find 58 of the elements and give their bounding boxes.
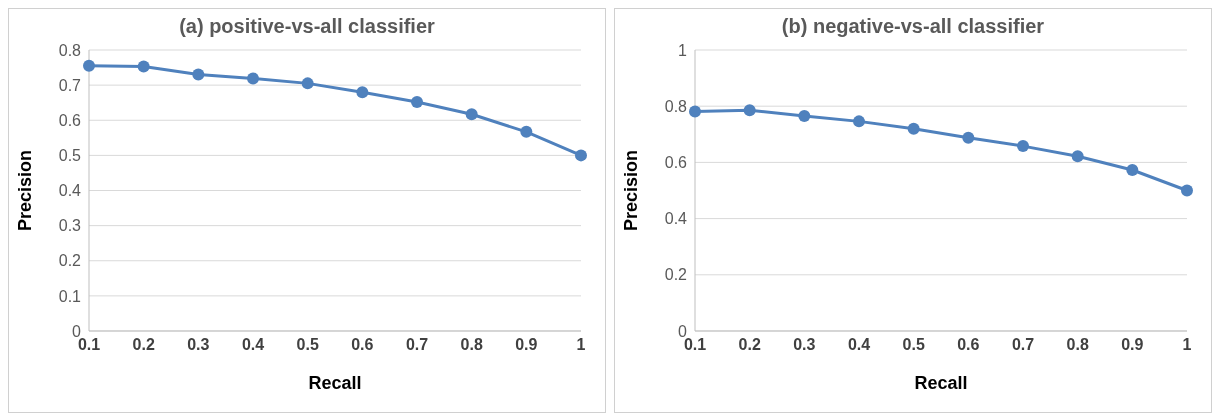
point — [962, 131, 975, 144]
point — [853, 115, 865, 128]
point — [192, 68, 205, 81]
x-tick-label: 0.7 — [1011, 336, 1035, 354]
x-tick-label: 0.2 — [738, 336, 761, 354]
y-axis-title: Precision — [621, 149, 642, 232]
y-tick-label: 0.2 — [664, 266, 688, 284]
point — [137, 60, 150, 73]
point — [301, 77, 314, 90]
chart-title: (b) negative-vs-all classifier — [780, 15, 1046, 38]
y-tick-label: 0.6 — [664, 154, 688, 172]
x-tick-label: 0.1 — [77, 336, 101, 354]
point — [247, 72, 259, 85]
point — [356, 86, 369, 99]
x-tick-label: 0.8 — [460, 336, 483, 354]
point — [520, 125, 533, 138]
point — [83, 59, 95, 72]
x-tick-label: 0.6 — [957, 336, 980, 354]
point — [1126, 163, 1139, 176]
point — [411, 95, 423, 108]
x-tick-label: 1 — [576, 336, 586, 354]
y-tick-label: 0.6 — [58, 111, 82, 129]
y-tick-label: 0.1 — [58, 287, 82, 305]
y-tick-label: 0.4 — [58, 182, 82, 200]
y-tick-label: 0.8 — [58, 41, 82, 59]
x-tick-label: 0.6 — [351, 336, 374, 354]
y-tick-label: 0.8 — [664, 97, 688, 115]
y-tick-label: 0.3 — [58, 217, 82, 235]
x-tick-label: 0.7 — [405, 336, 429, 354]
point — [907, 122, 920, 135]
x-tick-label: 0.5 — [902, 336, 925, 354]
y-tick-label: 0.4 — [664, 210, 688, 228]
y-tick-label: 0.5 — [58, 147, 82, 165]
point — [798, 110, 811, 123]
y-tick-label: 0.7 — [58, 76, 82, 94]
point — [1017, 140, 1029, 153]
chart-title: (a) positive-vs-all classifier — [178, 15, 436, 38]
y-tick-label: 1 — [678, 41, 688, 59]
x-tick-label: 0.9 — [515, 336, 538, 354]
point — [1071, 150, 1084, 163]
x-axis-title: Recall — [308, 373, 362, 393]
x-tick-label: 0.2 — [132, 336, 155, 354]
x-tick-label: 0.5 — [296, 336, 319, 354]
point — [1181, 184, 1193, 197]
point — [575, 149, 587, 162]
x-tick-label: 0.4 — [847, 336, 871, 354]
x-axis-title: Recall — [914, 373, 968, 393]
x-tick-label: 0.9 — [1121, 336, 1144, 354]
y-tick-label: 0.2 — [58, 252, 82, 270]
x-tick-label: 0.3 — [187, 336, 210, 354]
y-axis-title: Precision — [15, 149, 36, 232]
x-tick-label: 1 — [1182, 336, 1192, 354]
point — [465, 108, 478, 121]
x-tick-label: 0.4 — [241, 336, 265, 354]
point — [689, 105, 701, 118]
point — [743, 104, 756, 117]
x-tick-label: 0.8 — [1066, 336, 1089, 354]
x-tick-label: 0.3 — [793, 336, 816, 354]
